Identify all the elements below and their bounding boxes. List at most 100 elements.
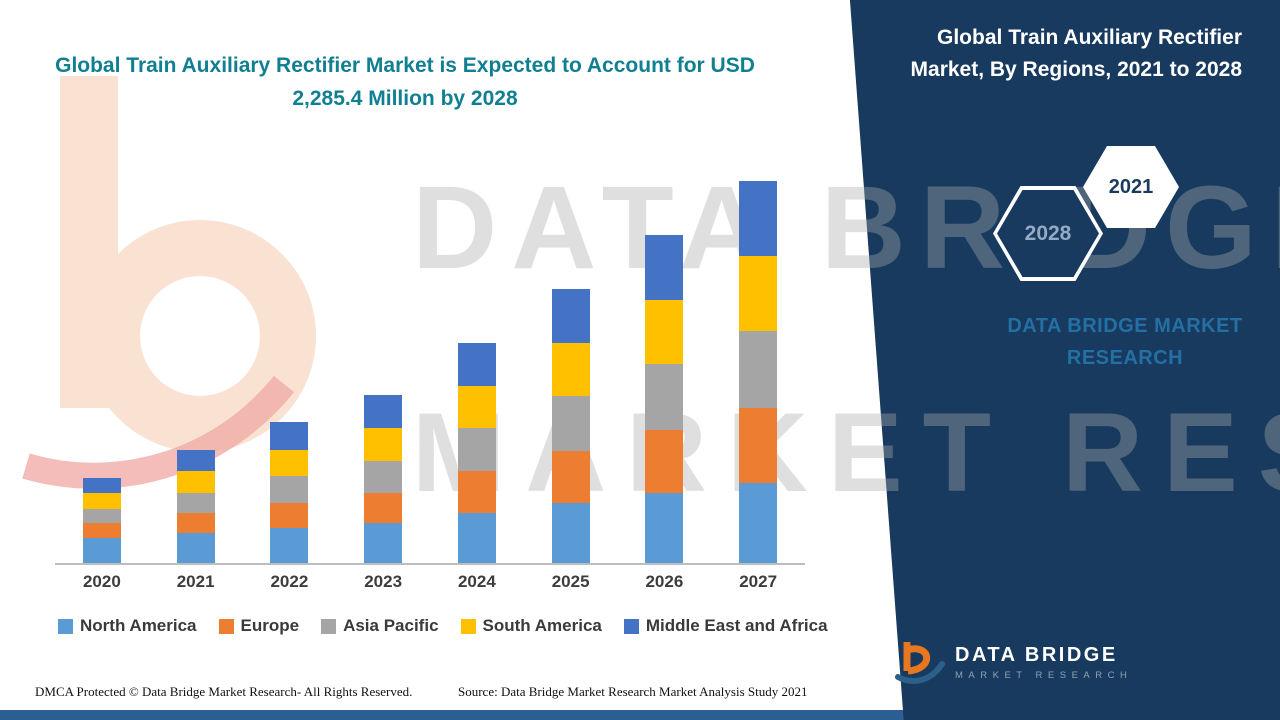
bar-segment-europe	[645, 430, 684, 493]
bar-stack	[551, 288, 590, 563]
legend-item: North America	[58, 616, 197, 636]
bar-column	[711, 178, 805, 563]
hexagon-2028-label: 2028	[1024, 221, 1072, 245]
bar-segment-asia-pacific	[739, 331, 778, 408]
chart-title: Global Train Auxiliary Rectifier Market …	[55, 54, 755, 110]
bar-segment-europe	[457, 471, 496, 513]
bar-segment-north-america	[739, 483, 778, 563]
x-axis-label: 2023	[364, 572, 403, 591]
legend-item: Europe	[218, 616, 300, 636]
bar-segment-north-america	[457, 513, 496, 563]
bar-segment-europe	[364, 493, 403, 523]
bar-column	[243, 178, 337, 563]
legend-label: Europe	[240, 616, 300, 635]
bar-segment-europe	[176, 513, 215, 533]
bar-segment-south-america	[551, 343, 590, 396]
legend-label: Middle East and Africa	[645, 616, 828, 635]
brand-wordmark: DATA BRIDGE MARKET RESEARCH	[1007, 315, 1243, 369]
bar-segment-south-america	[457, 386, 496, 428]
bar-column	[55, 178, 149, 563]
bar-segment-middle-east-and-africa	[645, 235, 684, 301]
footer-logo: DATA BRIDGE MARKET RESEARCH	[893, 638, 1132, 686]
footer-logo-line-1: DATA BRIDGE	[955, 643, 1118, 666]
x-axis-label: 2020	[82, 572, 121, 591]
bar-segment-middle-east-and-africa	[739, 181, 778, 256]
bar-stack	[457, 343, 496, 563]
bar-segment-europe	[82, 523, 121, 538]
bar-segment-north-america	[176, 533, 215, 563]
bar-chart: 2020 2021 2022 2023 2024 2025 2026 2027	[55, 178, 805, 592]
plot-area	[55, 178, 805, 565]
bar-segment-europe	[270, 503, 309, 528]
bar-segment-middle-east-and-africa	[551, 288, 590, 343]
footer-logo-text: DATA BRIDGE MARKET RESEARCH	[955, 644, 1132, 681]
bar-segment-asia-pacific	[270, 476, 309, 503]
x-axis-label: 2022	[270, 572, 309, 591]
bar-segment-south-america	[739, 256, 778, 331]
x-axis-label: 2021	[176, 572, 215, 591]
source-note: Source: Data Bridge Market Research Mark…	[458, 684, 808, 699]
bar-column	[618, 178, 712, 563]
bar-column	[524, 178, 618, 563]
x-axis-label: 2024	[457, 572, 496, 591]
bar-segment-europe	[551, 451, 590, 503]
chart-legend: North America Europe Asia Pacific South Ame…	[58, 616, 828, 636]
panel-title: Global Train Auxiliary Rectifier Market,…	[910, 26, 1242, 81]
data-bridge-logo-icon	[895, 642, 945, 684]
bar-segment-asia-pacific	[176, 493, 215, 513]
bottom-accent-bar	[0, 710, 1280, 720]
bar-segment-middle-east-and-africa	[176, 450, 215, 471]
bar-segment-asia-pacific	[645, 364, 684, 430]
legend-item: Middle East and Africa	[623, 616, 828, 636]
x-axis-labels: 2020 2021 2022 2023 2024 2025 2026 2027	[55, 572, 805, 592]
bar-column	[430, 178, 524, 563]
legend-label: South America	[482, 616, 602, 635]
legend-swatch	[321, 618, 337, 634]
data-bridge-logo-watermark	[22, 76, 316, 489]
bar-segment-europe	[739, 408, 778, 483]
legend-label: North America	[80, 616, 197, 635]
bar-stack	[82, 478, 121, 563]
hexagon-2021: 2021	[1083, 146, 1179, 228]
bar-segment-middle-east-and-africa	[364, 395, 403, 428]
bar-segment-north-america	[364, 523, 403, 563]
bar-segment-north-america	[270, 528, 309, 563]
bar-segment-middle-east-and-africa	[82, 478, 121, 494]
footer-logo-line-2: MARKET RESEARCH	[955, 669, 1133, 681]
bar-segment-asia-pacific	[551, 396, 590, 451]
bar-segment-south-america	[176, 471, 215, 493]
bar-stack	[645, 235, 684, 563]
bar-segment-north-america	[645, 493, 684, 563]
bar-stack	[364, 395, 403, 563]
bar-segment-south-america	[270, 450, 309, 476]
legend-swatch	[58, 618, 73, 634]
bar-segment-asia-pacific	[364, 461, 403, 493]
legend-item: South America	[460, 616, 602, 636]
bar-stack	[739, 181, 778, 563]
x-axis-label: 2026	[645, 572, 684, 591]
legend-label: Asia Pacific	[343, 616, 439, 635]
bar-segment-asia-pacific	[457, 428, 496, 471]
bar-segment-middle-east-and-africa	[457, 343, 496, 386]
hexagon-2021-label: 2021	[1108, 175, 1154, 198]
bar-stack	[270, 422, 309, 563]
bar-segment-south-america	[364, 428, 403, 461]
bar-stack	[176, 450, 215, 563]
bar-segment-south-america	[645, 300, 684, 365]
x-axis-label: 2027	[739, 572, 778, 591]
bar-column	[336, 178, 430, 563]
bar-segment-asia-pacific	[82, 508, 121, 523]
legend-swatch	[623, 618, 639, 634]
bar-segment-north-america	[551, 503, 590, 563]
hexagon-2028-inner: 2028	[997, 190, 1099, 277]
bar-column	[149, 178, 243, 563]
legend-item: Asia Pacific	[321, 616, 439, 636]
dmca-notice: DMCA Protected © Data Bridge Market Rese…	[35, 684, 413, 699]
legend-swatch	[460, 618, 476, 634]
x-axis-label: 2025	[551, 572, 590, 591]
bar-segment-middle-east-and-africa	[270, 422, 309, 451]
legend-swatch	[218, 618, 234, 634]
bar-segment-north-america	[82, 538, 121, 563]
